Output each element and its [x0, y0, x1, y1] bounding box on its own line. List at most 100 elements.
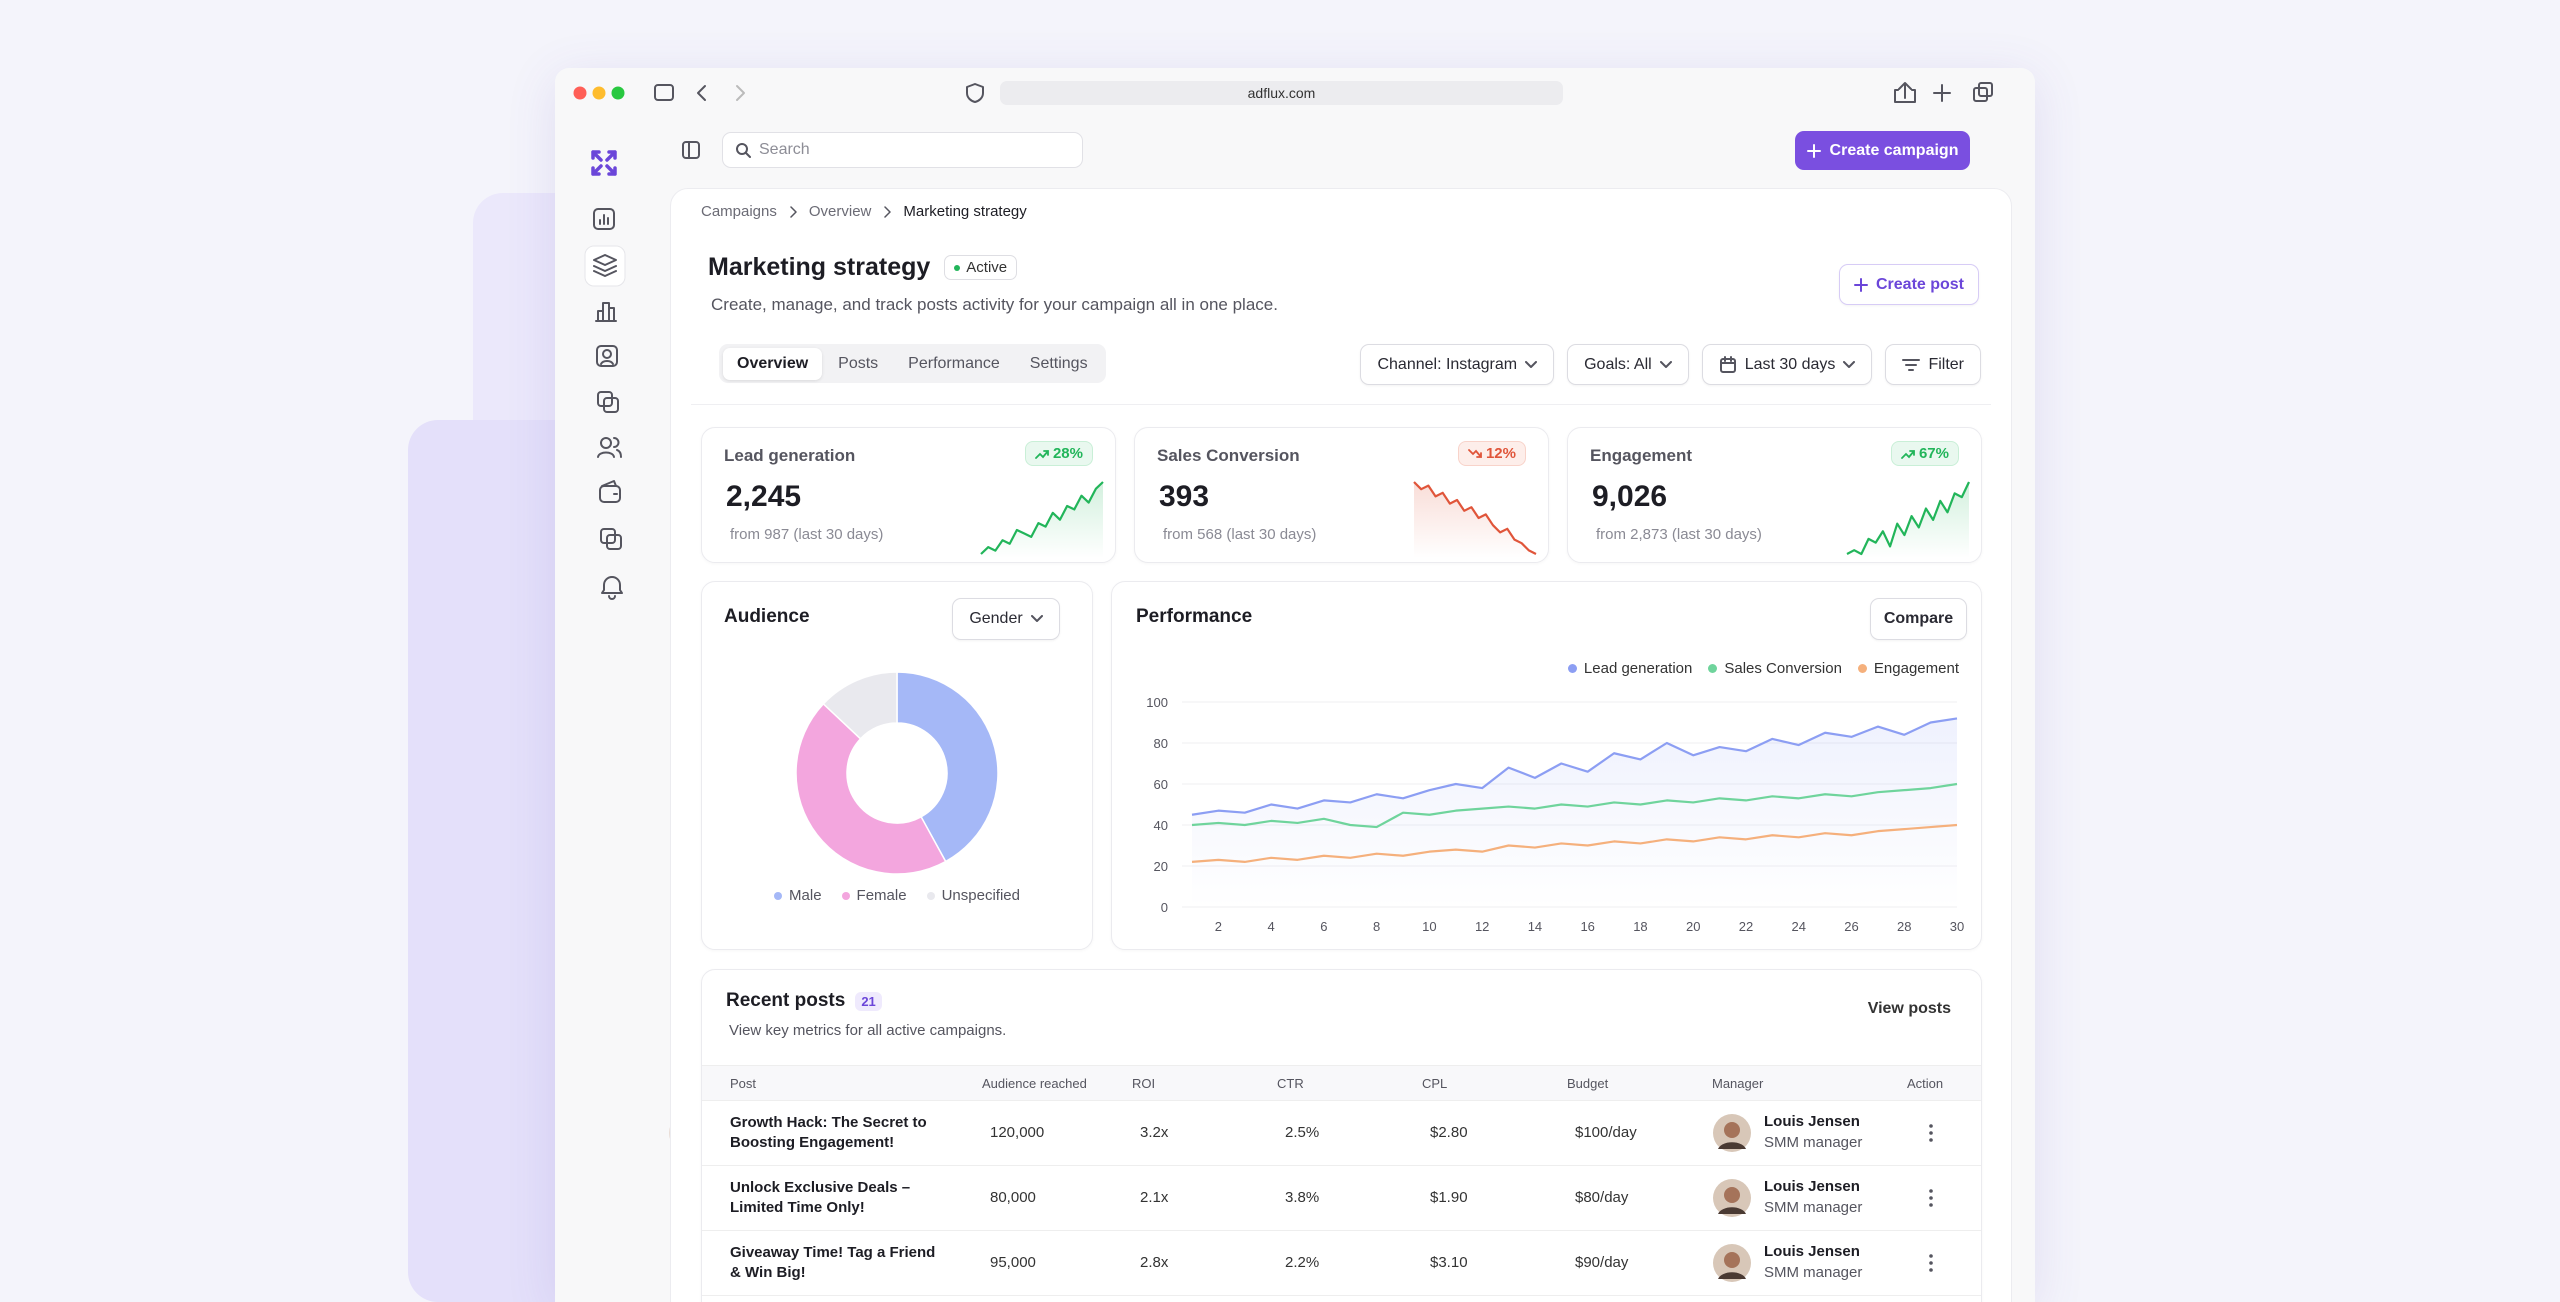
tab[interactable]: Overview — [723, 347, 823, 380]
nav-wallet[interactable] — [599, 480, 621, 503]
x-tick-label: 2 — [1215, 919, 1222, 934]
filter-label: Channel: Instagram — [1377, 355, 1518, 373]
tabs[interactable] — [1973, 87, 1988, 102]
nav-messages[interactable] — [597, 391, 619, 413]
nav-campaigns[interactable] — [593, 254, 617, 277]
sparkline-chart — [980, 481, 1104, 558]
chevron — [1843, 360, 1856, 368]
table-row: Growth Hack: The Secret to Boosting Enga… — [702, 1101, 1981, 1166]
x-tick-label: 12 — [1475, 919, 1489, 934]
recent-posts-heading: Recent posts 21 — [726, 990, 882, 1012]
tab[interactable]: Posts — [838, 354, 879, 372]
cell-ctr: 2.2% — [1285, 1254, 1320, 1271]
gender-dropdown-label: Gender — [969, 610, 1023, 627]
audience-title: Audience — [724, 606, 810, 627]
kebab-dot — [1929, 1131, 1933, 1135]
sidebar-toggle[interactable] — [654, 84, 674, 101]
compare-button[interactable]: Compare — [1870, 598, 1967, 640]
trend-arrow — [1035, 449, 1049, 459]
nav-media[interactable] — [600, 528, 622, 550]
back[interactable] — [697, 85, 706, 101]
cell-audience: 95,000 — [990, 1254, 1036, 1271]
filter-button[interactable]: Channel: Instagram — [1360, 344, 1555, 385]
gender-dropdown[interactable]: Gender — [952, 598, 1060, 640]
row-actions[interactable] — [1927, 1123, 1935, 1143]
column-header: Action — [1907, 1076, 1944, 1091]
titlebar — [573, 82, 1993, 103]
series-line — [1191, 782, 1958, 829]
table-row: Unlock Exclusive Deals – Limited Time On… — [702, 1166, 1981, 1231]
tabs[interactable] — [1978, 82, 1993, 97]
kpi-card: Lead generation 28% 2,245 from 987 (last 30… — [701, 427, 1116, 563]
share[interactable] — [1894, 82, 1916, 103]
filter-button[interactable]: Filter — [1885, 344, 1981, 385]
row-actions[interactable] — [1927, 1188, 1935, 1208]
x-tick-label: 6 — [1320, 919, 1327, 934]
panel-toggle[interactable] — [681, 140, 701, 160]
column-header: CPL — [1422, 1076, 1448, 1091]
nav-notifications[interactable] — [601, 576, 623, 600]
create-post-button[interactable]: Create post — [1839, 264, 1979, 305]
divider — [691, 404, 1991, 405]
tab[interactable]: Settings — [1029, 354, 1088, 372]
row-actions[interactable] — [1927, 1253, 1935, 1273]
forward[interactable] — [736, 85, 745, 101]
legend-label: Male — [789, 887, 822, 904]
breadcrumb[interactable]: Campaigns — [701, 203, 777, 220]
breadcrumb[interactable]: Marketing strategy — [903, 203, 1027, 220]
avatar-body — [1718, 1207, 1746, 1214]
nav-team[interactable] — [597, 437, 622, 458]
zoom[interactable] — [611, 86, 625, 100]
kebab-dot — [1929, 1261, 1933, 1265]
breadcrumbs: Campaigns Overview Marketing strategy — [701, 203, 1027, 220]
breadcrumb[interactable]: Overview — [808, 203, 872, 220]
kpi-note: from 2,873 (last 30 days) — [1596, 526, 1762, 543]
url: adflux.com — [1247, 85, 1316, 101]
compare-label: Compare — [1883, 610, 1954, 627]
nav-reports[interactable] — [593, 208, 615, 230]
filter-button[interactable]: Goals: All — [1567, 344, 1689, 385]
chevron-path — [1659, 360, 1672, 368]
logo[interactable] — [591, 150, 617, 176]
kpi-change: 67% — [1890, 441, 1959, 466]
nav-analytics[interactable] — [595, 302, 617, 322]
cell-roi: 2.8x — [1140, 1254, 1169, 1271]
kpi-label: Sales Conversion — [1157, 446, 1300, 465]
legend-dot — [1708, 664, 1718, 673]
legend-dot — [1857, 664, 1867, 673]
donut-chart — [795, 671, 999, 875]
status-badge: Active — [944, 255, 1018, 280]
minimize[interactable] — [592, 86, 606, 100]
dot — [774, 891, 783, 900]
sidebar — [584, 150, 626, 600]
tab[interactable]: Performance — [908, 354, 1000, 372]
close[interactable] — [573, 86, 587, 100]
filter-button[interactable]: Last 30 days — [1701, 344, 1873, 385]
view-posts-link[interactable]: View posts — [1867, 1000, 1951, 1017]
search-box[interactable]: Search — [722, 132, 1083, 168]
url-bar[interactable]: adflux.com — [1000, 81, 1563, 105]
avatar-head — [1724, 1187, 1740, 1203]
nav-profile[interactable] — [596, 345, 618, 367]
column-header: Budget — [1567, 1076, 1609, 1091]
status-label: Active — [966, 259, 1008, 276]
cell-ctr: 2.5% — [1285, 1124, 1320, 1141]
shield — [966, 83, 984, 103]
legend-dot — [926, 891, 935, 900]
legend-label: Sales Conversion — [1724, 660, 1842, 677]
donut-slice — [896, 671, 999, 863]
y-tick-label: 60 — [1154, 777, 1168, 792]
create-campaign-button[interactable]: Create campaign — [1795, 131, 1970, 170]
performance-title: Performance — [1136, 606, 1253, 627]
nav-active-bg — [584, 245, 626, 287]
dot — [1567, 664, 1577, 673]
legend-label: Female — [856, 887, 907, 904]
x-tick-label: 16 — [1580, 919, 1594, 934]
legend-dot — [1567, 664, 1577, 673]
series-line — [1191, 717, 1958, 816]
new-tab[interactable] — [1933, 84, 1951, 102]
legend-item: Lead generation — [1567, 660, 1692, 677]
cell-ctr: 3.8% — [1285, 1189, 1320, 1206]
x-tick-label: 10 — [1422, 919, 1436, 934]
legend-dot — [774, 891, 783, 900]
